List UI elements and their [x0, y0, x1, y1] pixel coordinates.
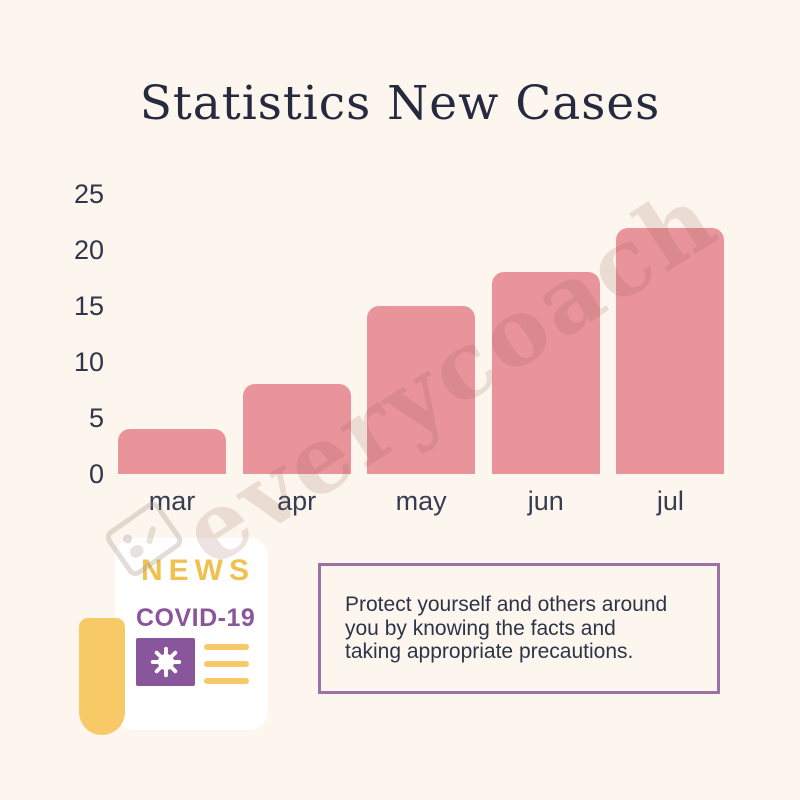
bar-may — [367, 306, 476, 474]
bar-jun — [491, 272, 600, 474]
precautions-callout-box: Protect yourself and others around you b… — [318, 563, 720, 694]
precautions-text-line: taking appropriate precautions. — [345, 640, 634, 663]
virus-icon — [150, 646, 181, 678]
y-tick-15: 15 — [73, 291, 104, 321]
x-tick-jun: jun — [527, 486, 564, 516]
newspaper-text-line — [204, 644, 249, 650]
y-tick-0: 0 — [88, 459, 104, 489]
page-title: Statistics New Cases — [139, 76, 661, 131]
virus-image-tile — [136, 638, 195, 686]
newspaper-roll — [79, 618, 125, 735]
covid-19-label: COVID-19 — [136, 604, 256, 632]
newspaper-text-line — [204, 678, 249, 684]
y-tick-20: 20 — [73, 235, 104, 265]
precautions-text-line: you by knowing the facts and — [345, 616, 616, 640]
bar-jul — [616, 227, 725, 474]
bar-apr — [242, 384, 351, 474]
bar-mar — [118, 429, 226, 474]
newspaper-sheet — [115, 538, 268, 730]
x-tick-apr: apr — [277, 486, 317, 516]
x-tick-mar: mar — [148, 486, 196, 516]
precautions-text: Protect yourself and others around you b… — [345, 593, 705, 664]
x-tick-jul: jul — [656, 486, 684, 516]
news-headline-label: NEWS — [141, 554, 255, 587]
x-tick-may: may — [395, 486, 447, 516]
precautions-text-line: Protect yourself and others around — [345, 593, 668, 616]
y-tick-10: 10 — [73, 347, 104, 377]
newspaper-text-line — [204, 661, 249, 667]
y-tick-5: 5 — [88, 403, 104, 433]
y-tick-25: 25 — [73, 179, 104, 209]
